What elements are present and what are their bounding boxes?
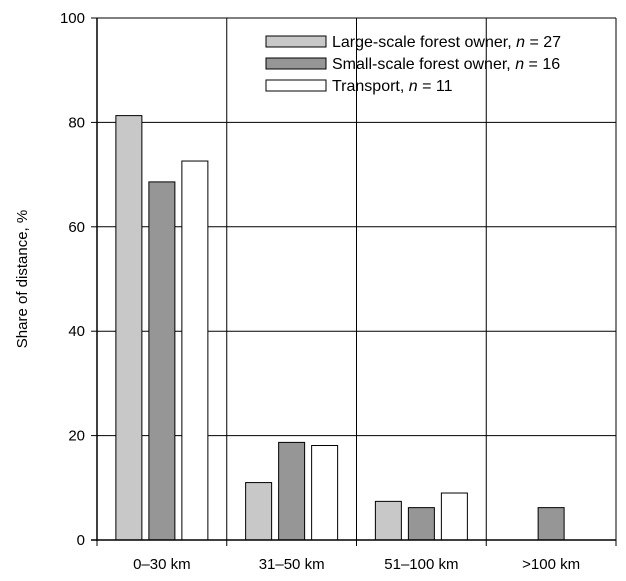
legend-item: Transport, n = 11 bbox=[265, 78, 453, 95]
bars bbox=[115, 115, 565, 541]
bar bbox=[115, 115, 143, 541]
legend: Large-scale forest owner, n = 27 Small-sc… bbox=[265, 34, 561, 95]
y-tick-label: 0 bbox=[77, 532, 85, 549]
x-axis-ticks: 0–30 km 31–50 km 51–100 km >100 km bbox=[96, 540, 617, 573]
x-tick-label: 31–50 km bbox=[259, 556, 325, 573]
x-tick-label: 0–30 km bbox=[133, 556, 191, 573]
legend-swatch bbox=[265, 79, 327, 92]
y-tick-label: 80 bbox=[68, 114, 85, 131]
bar bbox=[181, 160, 209, 541]
legend-swatch bbox=[265, 57, 327, 70]
y-tick-label: 100 bbox=[60, 10, 85, 27]
x-tick-label: >100 km bbox=[522, 556, 580, 573]
legend-item: Small-scale forest owner, n = 16 bbox=[265, 56, 560, 73]
axes bbox=[91, 18, 616, 541]
bar bbox=[311, 445, 339, 541]
legend-label: Small-scale forest owner, n = 16 bbox=[332, 56, 560, 73]
bar bbox=[440, 492, 468, 541]
bar bbox=[407, 507, 435, 541]
y-tick-label: 40 bbox=[68, 323, 85, 340]
legend-label: Transport, n = 11 bbox=[332, 78, 453, 95]
legend-label: Large-scale forest owner, n = 27 bbox=[332, 34, 561, 51]
y-tick-label: 60 bbox=[68, 219, 85, 236]
bar bbox=[278, 441, 306, 541]
y-axis-ticks: 0 20 40 60 80 100 bbox=[60, 10, 97, 549]
bar bbox=[148, 181, 176, 541]
bar bbox=[537, 507, 565, 541]
legend-swatch bbox=[265, 35, 327, 48]
y-axis-title: Share of distance, % bbox=[14, 210, 31, 348]
x-tick-label: 51–100 km bbox=[384, 556, 458, 573]
bar bbox=[374, 500, 402, 541]
y-tick-label: 20 bbox=[68, 428, 85, 445]
bar bbox=[245, 482, 273, 541]
legend-item: Large-scale forest owner, n = 27 bbox=[265, 34, 561, 51]
